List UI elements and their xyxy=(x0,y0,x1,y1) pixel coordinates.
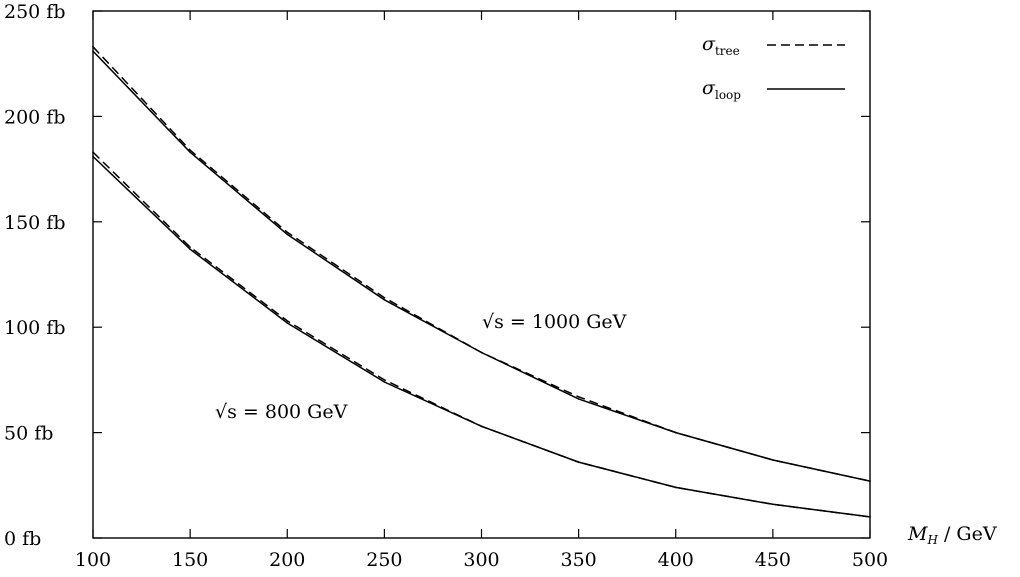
series-line-1000-loop xyxy=(92,50,871,482)
series-point-1000-loop xyxy=(92,50,94,52)
x-tick-label: 250 xyxy=(366,549,402,571)
series-point-800-loop xyxy=(675,486,677,489)
series-point-1000-tree xyxy=(189,149,191,151)
series-point-800-tree xyxy=(92,151,94,153)
series-point-800-tree xyxy=(189,246,191,248)
legend-label-loop: σloop xyxy=(702,77,741,102)
series-point-1000-tree xyxy=(92,46,94,48)
series-line-800-tree xyxy=(92,151,871,518)
x-tick-label: 500 xyxy=(852,549,888,571)
series-point-1000-loop xyxy=(772,459,774,461)
legend: σtree σloop xyxy=(702,33,845,102)
y-tick-label: 0 fb xyxy=(4,528,41,550)
x-tick-label: 100 xyxy=(75,549,111,571)
x-tick-label: 350 xyxy=(560,549,596,571)
series-point-800-loop xyxy=(189,248,191,250)
series-line-800-loop xyxy=(92,155,871,518)
series-point-1000-loop xyxy=(577,398,580,400)
x-tick-label: 400 xyxy=(658,549,694,571)
series-point-800-loop xyxy=(577,461,580,463)
series-point-1000-loop xyxy=(869,480,871,482)
y-tick-label: 50 fb xyxy=(4,423,53,445)
series-point-800-loop xyxy=(869,516,871,518)
x-tick-label: 450 xyxy=(755,549,791,571)
annotation-800: √s = 800 GeV xyxy=(215,401,348,423)
series-point-800-loop xyxy=(383,381,386,383)
series-point-1000-tree xyxy=(383,296,386,299)
annotation-1000: √s = 1000 GeV xyxy=(482,311,627,333)
series-point-1000-loop xyxy=(189,151,191,153)
series-point-800-loop xyxy=(92,155,94,158)
x-tick-label: 300 xyxy=(463,549,499,571)
series-point-1000-tree xyxy=(286,231,289,234)
series-point-1000-tree xyxy=(577,396,580,398)
series-point-1000-loop xyxy=(383,299,386,301)
y-tick-label: 200 fb xyxy=(4,106,66,128)
legend-label-tree: σtree xyxy=(702,33,740,58)
x-tick-label: 150 xyxy=(172,549,208,571)
series-point-1000-loop xyxy=(675,431,677,434)
series-group xyxy=(92,46,871,518)
y-tick-label: 250 fb xyxy=(4,1,66,23)
axis-ticks xyxy=(92,10,871,539)
series-point-800-tree xyxy=(383,379,386,381)
y-tick-label: 100 fb xyxy=(4,317,66,339)
series-point-800-tree xyxy=(286,320,289,322)
y-tick-label: 150 fb xyxy=(4,212,66,234)
y-tick-labels: 0 fb 50 fb 100 fb 150 fb 200 fb 250 fb xyxy=(4,1,66,550)
series-point-800-loop xyxy=(286,322,289,324)
x-tick-label: 200 xyxy=(269,549,305,571)
x-axis-label: MH / GeV xyxy=(907,523,997,547)
series-point-1000-loop xyxy=(286,233,289,236)
series-point-800-loop xyxy=(772,503,774,506)
plot-frame xyxy=(92,10,871,539)
series-point-1000-loop xyxy=(480,351,483,354)
series-point-800-loop xyxy=(480,425,483,428)
x-tick-labels: 100 150 200 250 300 350 400 450 500 xyxy=(75,549,888,571)
